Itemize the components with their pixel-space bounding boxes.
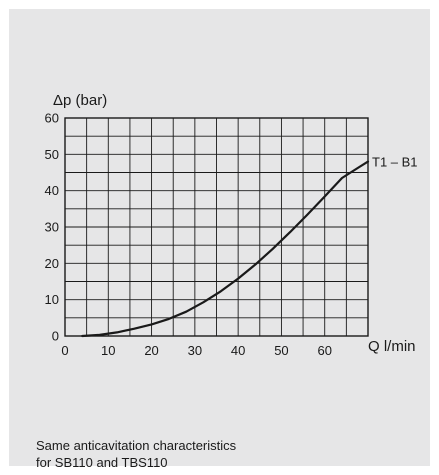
x-tick-label: 40: [231, 343, 245, 358]
tick-labels: 0 10 20 30 40 50 60 0 10 20 30 40 50 60: [45, 111, 332, 359]
series-label: T1 – B1: [372, 155, 418, 170]
y-tick-label: 10: [45, 292, 59, 307]
caption-line-1: Same anticavitation characteristics: [36, 438, 237, 453]
y-tick-label: 20: [45, 256, 59, 271]
plot-frame: [64, 117, 369, 337]
chart-caption: Same anticavitation characteristics for …: [36, 437, 236, 471]
pressure-drop-chart: 0 10 20 30 40 50 60 0 10 20 30 40 50 60 T1 – B1 Δp (b…: [45, 92, 418, 359]
y-tick-label: 50: [45, 147, 59, 162]
y-tick-label: 30: [45, 220, 59, 235]
x-tick-label: 30: [188, 343, 202, 358]
series-layer: T1 – B1: [81, 155, 418, 338]
x-tick-label: 20: [144, 343, 158, 358]
caption-line-2: for SB110 and TBS110: [36, 455, 168, 470]
x-tick-label: 10: [101, 343, 115, 358]
grid: [64, 117, 369, 337]
y-tick-label: 60: [45, 111, 59, 126]
x-tick-label: 50: [274, 343, 288, 358]
x-tick-label: 60: [317, 343, 331, 358]
chart-panel: 0 10 20 30 40 50 60 0 10 20 30 40 50 60 T1 – B1 Δp (b…: [9, 9, 430, 470]
y-tick-label: 0: [52, 329, 59, 344]
series-line: [81, 160, 370, 338]
x-tick-label: 0: [61, 343, 68, 358]
y-tick-label: 40: [45, 183, 59, 198]
x-axis-label: Q l/min: [368, 338, 416, 355]
y-axis-label: Δp (bar): [53, 92, 107, 109]
